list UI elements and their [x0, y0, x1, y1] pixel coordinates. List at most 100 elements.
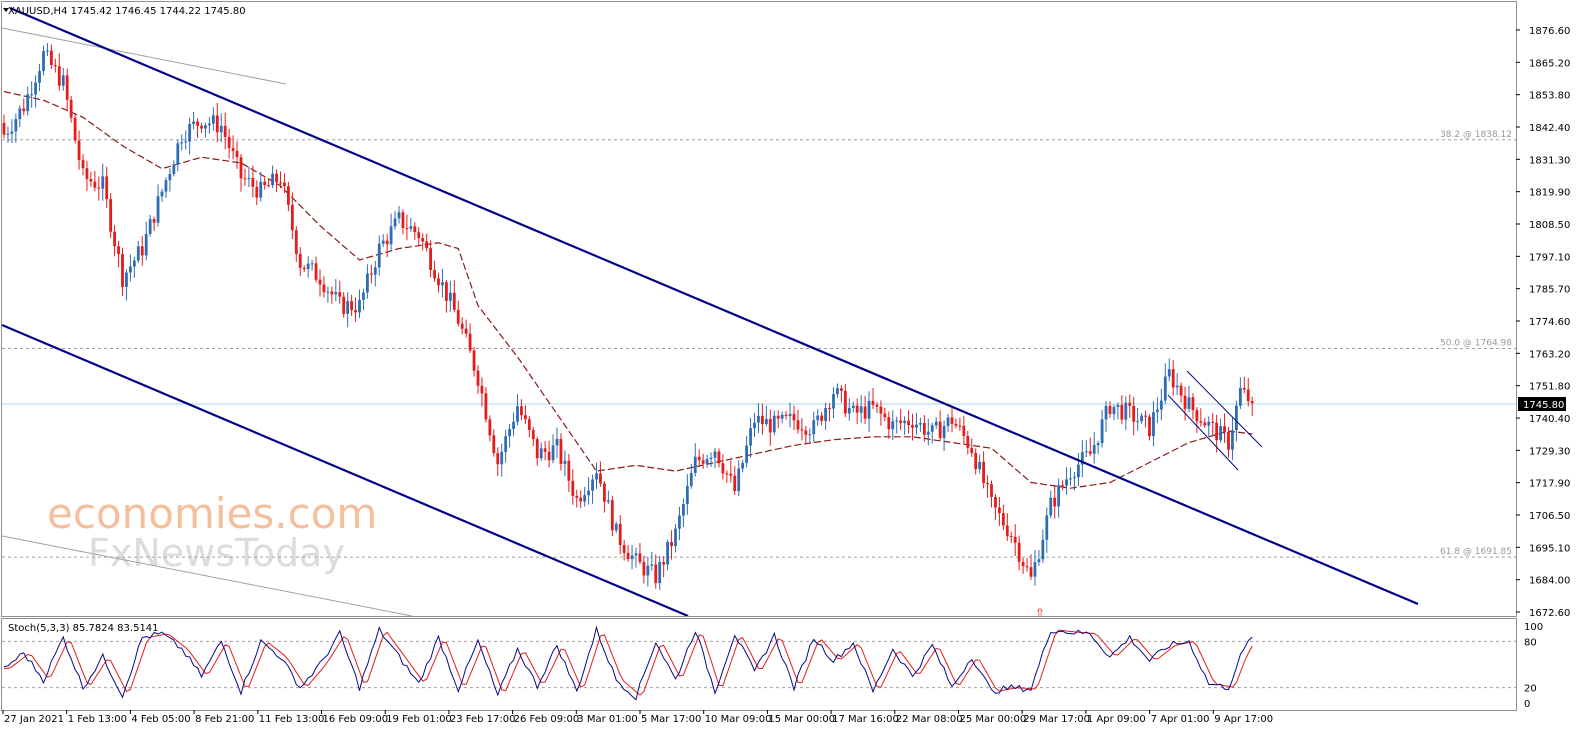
price-label: 1865.20	[1529, 58, 1570, 69]
channel-lower-trendline[interactable]	[1, 323, 689, 618]
candle-body	[338, 292, 342, 297]
candle-body	[488, 419, 492, 436]
candle-body	[34, 82, 37, 95]
candle-body	[658, 562, 662, 584]
candle-body	[575, 495, 579, 498]
stoch-level-label: 20	[1524, 684, 1537, 695]
candle-body	[1235, 405, 1238, 431]
candle-body	[129, 266, 132, 273]
channel-trendlines[interactable]	[1, 6, 1419, 618]
candle-body	[871, 400, 875, 405]
candle-body	[1116, 404, 1120, 407]
candle-body	[1065, 479, 1068, 486]
candle-body	[1104, 405, 1108, 420]
candle-body	[1041, 539, 1045, 560]
candle-body	[81, 160, 85, 169]
candle-body	[535, 439, 539, 459]
price-label: 1853.80	[1529, 91, 1570, 102]
candle-body	[531, 429, 535, 440]
candle-body	[504, 436, 508, 452]
candle-body	[1108, 405, 1112, 415]
price-label: 1785.70	[1529, 285, 1570, 296]
candle-body	[559, 438, 563, 464]
candle-body	[53, 65, 57, 67]
time-label: 8 Feb 21:00	[195, 714, 254, 725]
candle-body	[480, 385, 484, 394]
candle-body	[30, 94, 34, 96]
candle-body	[998, 507, 1001, 514]
channel-upper-trendline[interactable]	[9, 6, 1419, 606]
candle-body	[820, 415, 824, 421]
candle-body	[421, 238, 425, 242]
candle-body	[22, 108, 26, 112]
fib-label: 50.0 @ 1764.98	[1440, 338, 1512, 348]
candle-body	[1092, 445, 1096, 454]
candle-body	[1069, 478, 1072, 480]
candle-body	[796, 420, 800, 430]
candle-body	[267, 185, 271, 187]
candle-body	[642, 561, 646, 576]
candle-body	[934, 421, 938, 426]
time-label: 23 Feb 17:00	[450, 714, 516, 725]
candle-body	[275, 173, 278, 183]
candle-body	[836, 388, 839, 395]
price-label: 1751.80	[1529, 382, 1570, 393]
candle-body	[2, 123, 6, 135]
candle-body	[160, 191, 164, 197]
candle-body	[85, 168, 89, 180]
candle-body	[843, 390, 847, 414]
candle-body	[121, 254, 124, 287]
candle-body	[101, 176, 105, 189]
symbol-dropdown-icon[interactable]	[3, 8, 9, 12]
candle-body	[1005, 525, 1009, 537]
current-price-tag: 1745.80	[1518, 397, 1566, 411]
grey-trendlines	[1, 27, 413, 617]
candle-body	[152, 219, 156, 223]
candle-body	[57, 66, 61, 86]
candle-body	[1112, 406, 1116, 415]
watermark: economies.com FxNewsToday	[47, 489, 377, 575]
candle-body	[1009, 536, 1013, 538]
watermark-fxnewstoday: FxNewsToday	[88, 531, 345, 575]
candle-body	[362, 292, 365, 300]
candle-body	[1199, 421, 1203, 423]
candle-body	[93, 181, 97, 188]
candle-body	[184, 141, 188, 143]
candle-body	[670, 541, 673, 547]
candle-body	[630, 555, 634, 560]
candle-body	[441, 282, 444, 286]
time-label: 29 Mar 17:00	[1023, 714, 1090, 725]
candle-body	[911, 425, 914, 428]
time-label: 4 Feb 05:00	[131, 714, 190, 725]
moving-average	[3, 91, 1253, 489]
flag-upper-line[interactable]	[1186, 370, 1263, 448]
candle-body	[326, 291, 330, 293]
candle-body	[425, 241, 429, 249]
candle-body	[144, 233, 148, 256]
candle-body	[954, 423, 958, 426]
candle-body	[227, 136, 231, 149]
candle-body	[14, 119, 18, 132]
candle-body	[768, 419, 772, 433]
candle-body	[753, 422, 756, 429]
time-label: 1 Feb 13:00	[68, 714, 127, 725]
candle-body	[500, 451, 504, 465]
time-label: 17 Mar 16:00	[832, 714, 899, 725]
chart-borders	[1, 1, 1517, 711]
candle-body	[1124, 402, 1128, 420]
candle-body	[1203, 422, 1207, 426]
candle-body	[109, 199, 113, 232]
candle-body	[69, 99, 73, 118]
price-axis: 1876.60 1865.20 1853.80 1842.40 1831.30 1819.…	[1516, 26, 1570, 619]
down-arrow-marker: ⇧	[1035, 606, 1045, 620]
candle-body	[606, 500, 610, 502]
candle-body	[863, 406, 867, 419]
price-label: 1819.90	[1529, 188, 1570, 199]
candle-body	[1179, 385, 1183, 396]
candle-body	[397, 212, 401, 219]
candle-body	[1215, 422, 1219, 441]
flag-lower-line[interactable]	[1167, 394, 1239, 471]
price-label: 1729.30	[1529, 446, 1570, 457]
candle-body	[322, 284, 326, 293]
